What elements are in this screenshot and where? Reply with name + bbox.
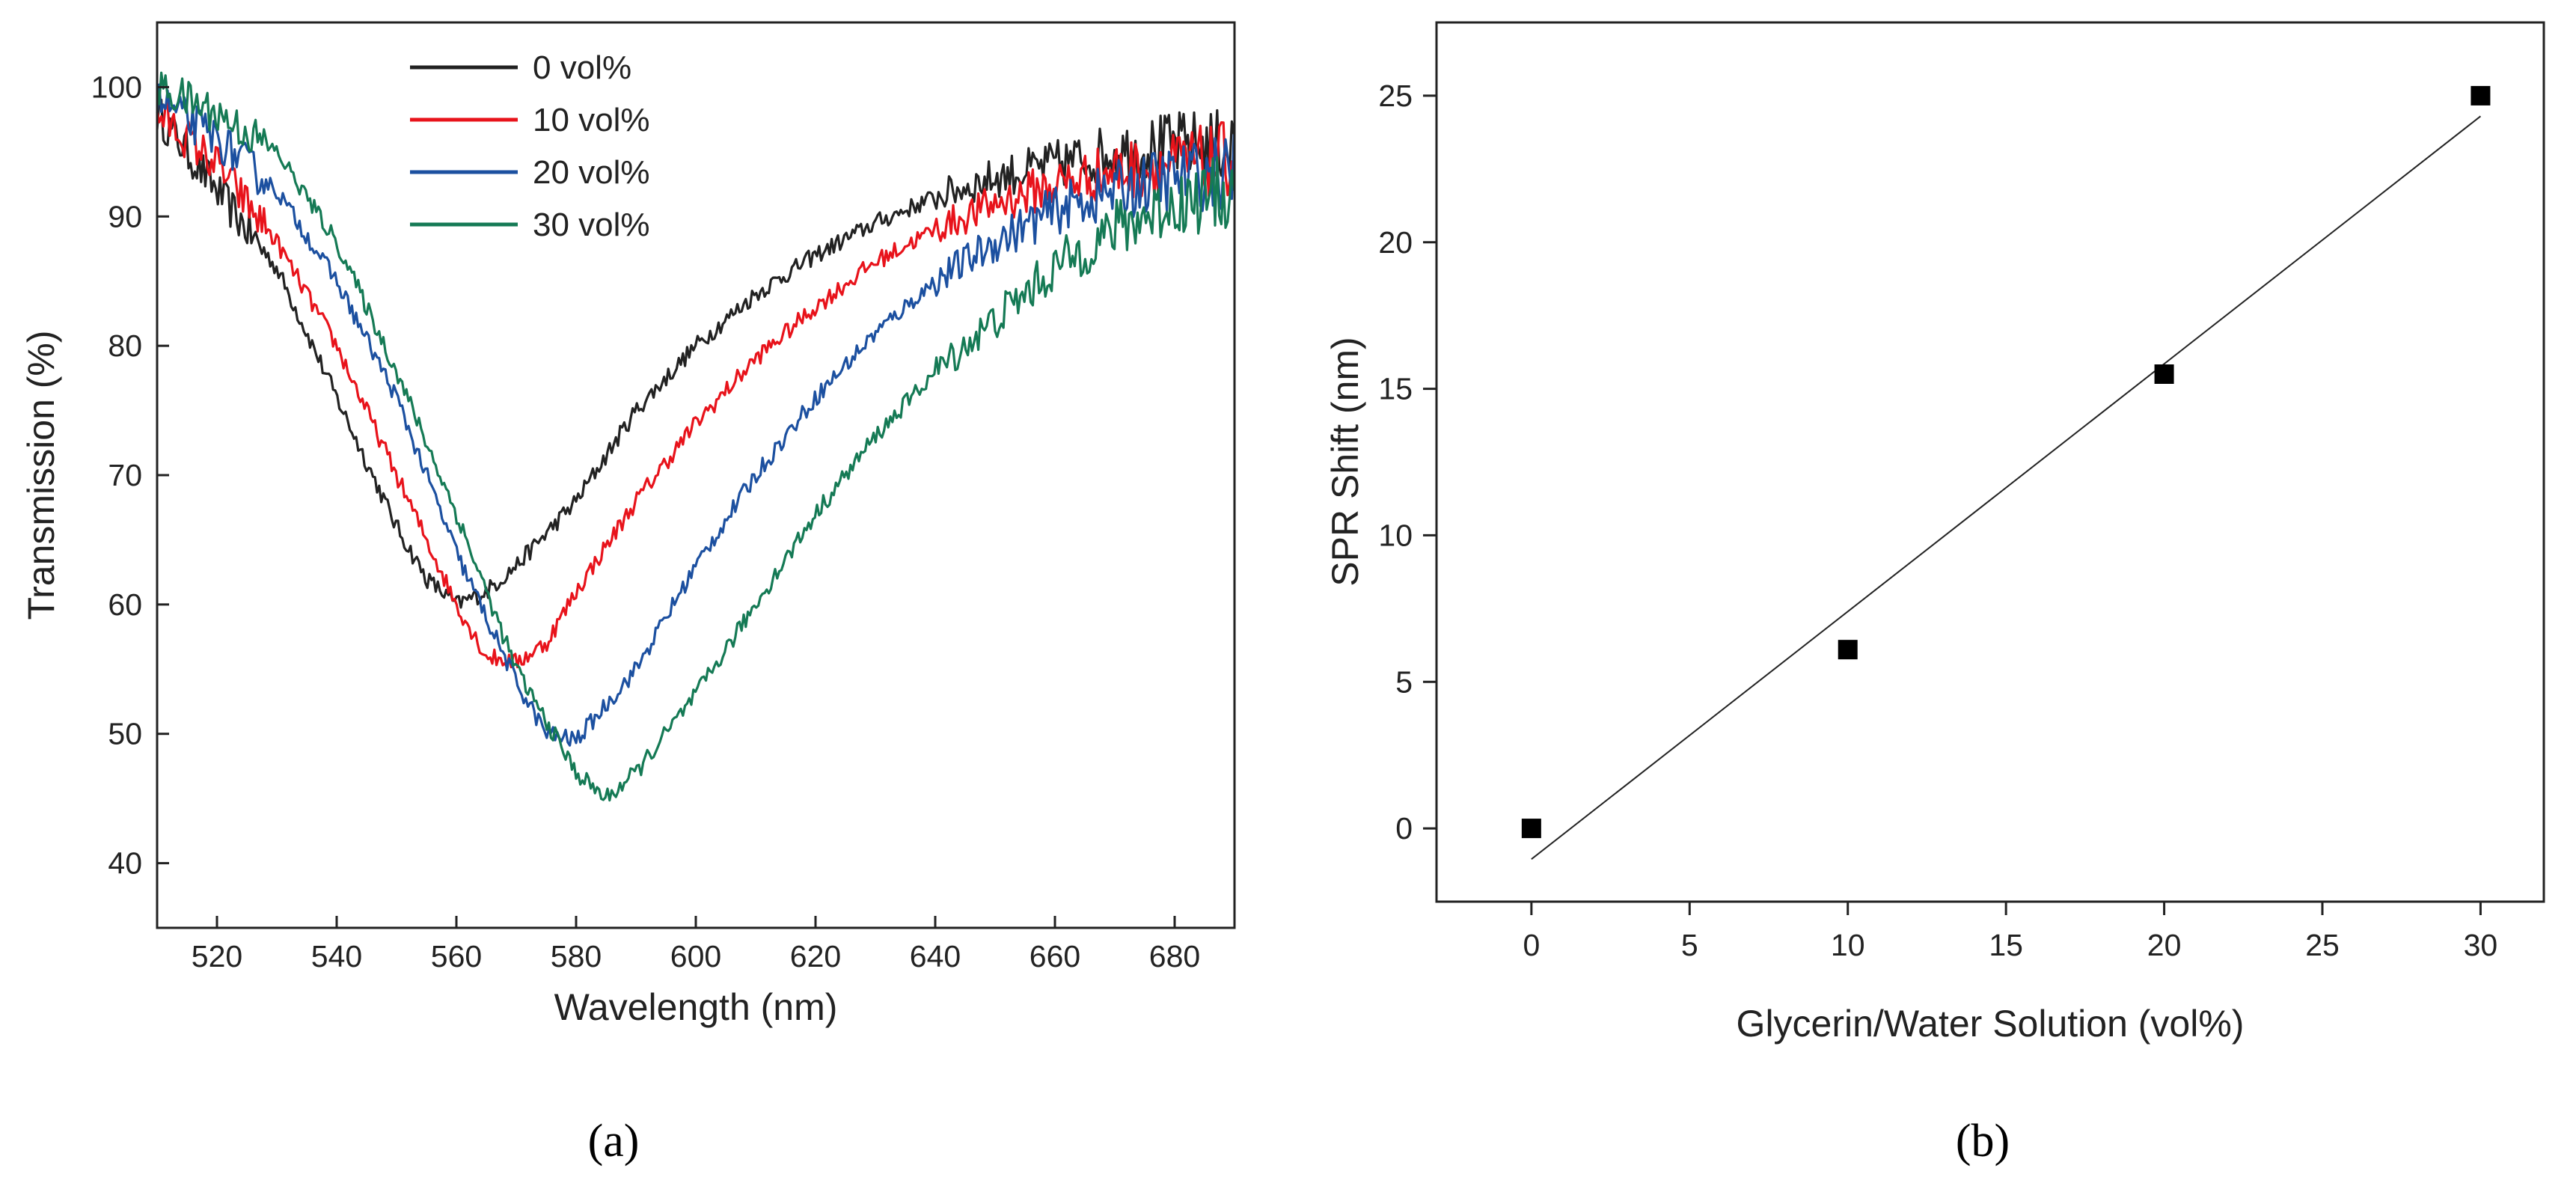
chart-b: 0 5 10 15 20 25 30 0 5 10 15 20 25 Glycerin/Water So… (1324, 21, 2545, 1167)
chart-a-xtick-label: 560 (431, 939, 482, 973)
chart-b-data-point (2471, 85, 2491, 106)
chart-a-ytick-label: 100 (91, 70, 142, 104)
chart-a-xtick-label: 660 (1030, 939, 1080, 973)
chart-a-ytick-label: 50 (108, 717, 142, 751)
panel-label-b: (b) (1956, 1116, 2010, 1167)
chart-b-data-point (1838, 640, 1858, 660)
chart-b-xtick-label: 0 (1523, 928, 1540, 962)
chart-b-frame (1435, 21, 2545, 903)
chart-b-data-point (2154, 364, 2174, 384)
chart-b-xtick-label: 10 (1831, 928, 1865, 962)
chart-a-ytick-label: 80 (108, 328, 142, 363)
chart-a-frame (156, 21, 1236, 929)
chart-a-legend: 0 vol% 10 vol% 20 vol% 30 vol% (410, 49, 650, 243)
chart-b-ytick-label: 5 (1395, 664, 1413, 699)
chart-a-xtick-label: 520 (192, 939, 242, 973)
chart-a-ytick-label: 70 (108, 458, 142, 492)
chart-a-xtick-label: 540 (311, 939, 362, 973)
chart-a-xtick-label: 680 (1149, 939, 1200, 973)
chart-b-xtick-label: 5 (1681, 928, 1698, 962)
chart-a-legend-label: 20 vol% (533, 154, 650, 191)
chart-b-xtick-label: 25 (2305, 928, 2340, 962)
chart-a-ytick-label: 90 (108, 199, 142, 233)
chart-a-legend-label: 10 vol% (533, 102, 650, 138)
chart-b-ylabel: SPR Shift (nm) (1324, 337, 1366, 586)
chart-b-data-point (1521, 819, 1541, 839)
chart-b-xtick-label: 20 (2147, 928, 2182, 962)
chart-b-ytick-label: 25 (1378, 79, 1413, 113)
chart-b-points (1521, 85, 2491, 839)
chart-a-xtick-label: 620 (790, 939, 841, 973)
chart-a-xtick-label: 580 (551, 939, 602, 973)
chart-a-xtick-label: 600 (670, 939, 721, 973)
panel-label-a: (a) (588, 1116, 640, 1167)
chart-b-ytick-label: 0 (1395, 811, 1413, 846)
chart-b-ticks: 0 5 10 15 20 25 30 0 5 10 15 20 25 (1378, 79, 2497, 962)
chart-a: 520 540 560 580 600 620 640 660 680 40 50 60 70 80 90 1… (20, 21, 1236, 1167)
chart-b-ytick-label: 20 (1378, 225, 1413, 260)
chart-a-xlabel: Wavelength (nm) (554, 986, 838, 1028)
chart-a-series-group (156, 71, 1235, 802)
chart-a-ytick-label: 60 (108, 587, 142, 622)
chart-a-series-line (156, 98, 1235, 609)
chart-b-xlabel: Glycerin/Water Solution (vol%) (1737, 1003, 2245, 1045)
chart-a-ylabel: Transmission (%) (20, 330, 62, 620)
chart-a-legend-label: 0 vol% (533, 49, 631, 86)
chart-a-ticks: 520 540 560 580 600 620 640 660 680 40 50 60 70 80 90 1… (91, 70, 1201, 973)
chart-a-xtick-label: 640 (910, 939, 961, 973)
chart-b-xtick-label: 30 (2464, 928, 2498, 962)
chart-a-series-line (156, 83, 1235, 747)
chart-a-legend-label: 30 vol% (533, 207, 650, 243)
chart-b-fit-line (1531, 115, 2482, 860)
chart-b-ytick-label: 15 (1378, 372, 1413, 406)
chart-b-xtick-label: 15 (1989, 928, 2023, 962)
chart-b-ytick-label: 10 (1378, 518, 1413, 552)
chart-a-ytick-label: 40 (108, 846, 142, 881)
chart-a-series-line (156, 71, 1235, 802)
